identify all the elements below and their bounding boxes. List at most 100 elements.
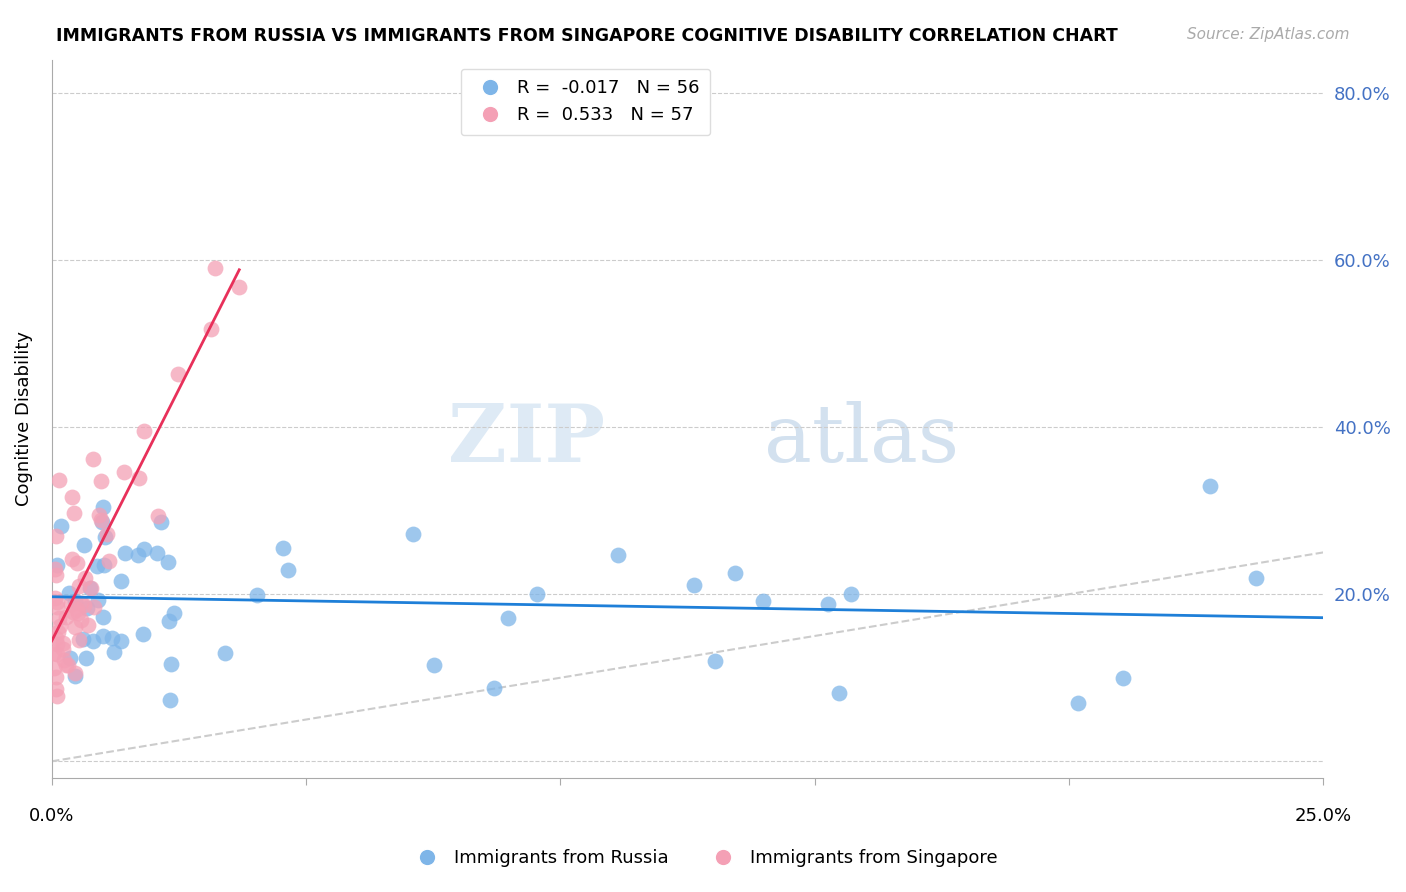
Point — [86, 559, 108, 574]
Legend: Immigrants from Russia, Immigrants from Singapore: Immigrants from Russia, Immigrants from … — [402, 842, 1004, 874]
Point — [44, 646, 66, 660]
Y-axis label: Cognitive Disability: Cognitive Disability — [15, 331, 32, 507]
Point — [59, 650, 82, 665]
Point — [1198, 478, 1220, 492]
Text: Source: ZipAtlas.com: Source: ZipAtlas.com — [1187, 27, 1350, 42]
Point — [112, 465, 135, 479]
Point — [45, 637, 67, 651]
Point — [204, 260, 226, 275]
Point — [422, 658, 444, 673]
Point — [98, 554, 121, 568]
Point — [72, 538, 94, 552]
Point — [45, 528, 67, 542]
Point — [55, 609, 77, 624]
Point — [46, 558, 69, 573]
Point — [53, 652, 76, 666]
Point — [48, 473, 70, 487]
Point — [45, 690, 67, 704]
Point — [482, 681, 505, 695]
Point — [91, 629, 114, 643]
Point — [72, 632, 94, 647]
Point — [149, 516, 172, 530]
Point — [91, 610, 114, 624]
Point — [127, 548, 149, 562]
Point — [48, 611, 70, 625]
Point — [526, 587, 548, 601]
Point — [75, 651, 97, 665]
Point — [69, 613, 91, 627]
Point — [67, 579, 90, 593]
Point — [67, 633, 90, 648]
Point — [157, 614, 180, 628]
Point — [79, 581, 101, 595]
Point — [128, 470, 150, 484]
Point — [246, 588, 269, 602]
Point — [49, 619, 72, 633]
Point — [752, 594, 775, 608]
Point — [90, 474, 112, 488]
Point — [45, 682, 67, 697]
Point — [110, 633, 132, 648]
Point — [132, 542, 155, 557]
Point — [55, 657, 77, 672]
Point — [132, 424, 155, 438]
Point — [45, 670, 67, 684]
Point — [67, 607, 90, 621]
Point — [100, 631, 122, 645]
Point — [817, 597, 839, 611]
Point — [114, 546, 136, 560]
Point — [76, 601, 98, 615]
Point — [49, 519, 72, 533]
Point — [157, 555, 180, 569]
Point — [93, 558, 115, 573]
Point — [66, 556, 89, 570]
Point — [146, 546, 169, 560]
Point — [723, 566, 745, 580]
Point — [44, 661, 66, 675]
Point — [52, 636, 75, 650]
Point — [65, 669, 87, 683]
Point — [45, 568, 67, 582]
Point — [163, 607, 186, 621]
Point — [214, 646, 236, 660]
Legend: R =  -0.017   N = 56, R =  0.533   N = 57: R = -0.017 N = 56, R = 0.533 N = 57 — [461, 69, 710, 136]
Point — [828, 686, 851, 700]
Point — [82, 634, 104, 648]
Point — [66, 602, 89, 616]
Point — [703, 654, 725, 668]
Point — [87, 593, 110, 607]
Point — [73, 598, 96, 612]
Point — [90, 513, 112, 527]
Point — [82, 451, 104, 466]
Point — [159, 693, 181, 707]
Point — [56, 658, 79, 673]
Point — [228, 280, 250, 294]
Point — [77, 618, 100, 632]
Point — [46, 624, 69, 639]
Point — [402, 527, 425, 541]
Point — [70, 596, 93, 610]
Point — [606, 548, 628, 562]
Point — [62, 605, 84, 619]
Text: atlas: atlas — [763, 401, 959, 479]
Point — [62, 507, 84, 521]
Point — [1067, 696, 1090, 710]
Text: ZIP: ZIP — [447, 401, 605, 479]
Point — [91, 515, 114, 529]
Point — [60, 597, 83, 611]
Text: 0.0%: 0.0% — [30, 806, 75, 825]
Point — [96, 526, 118, 541]
Point — [73, 571, 96, 585]
Point — [841, 587, 863, 601]
Point — [62, 551, 84, 566]
Point — [91, 500, 114, 514]
Point — [167, 367, 190, 381]
Text: IMMIGRANTS FROM RUSSIA VS IMMIGRANTS FROM SINGAPORE COGNITIVE DISABILITY CORRELA: IMMIGRANTS FROM RUSSIA VS IMMIGRANTS FRO… — [56, 27, 1118, 45]
Point — [132, 627, 155, 641]
Point — [277, 563, 299, 577]
Point — [52, 641, 75, 656]
Point — [103, 645, 125, 659]
Point — [1111, 671, 1133, 685]
Text: 25.0%: 25.0% — [1295, 806, 1351, 825]
Point — [110, 574, 132, 588]
